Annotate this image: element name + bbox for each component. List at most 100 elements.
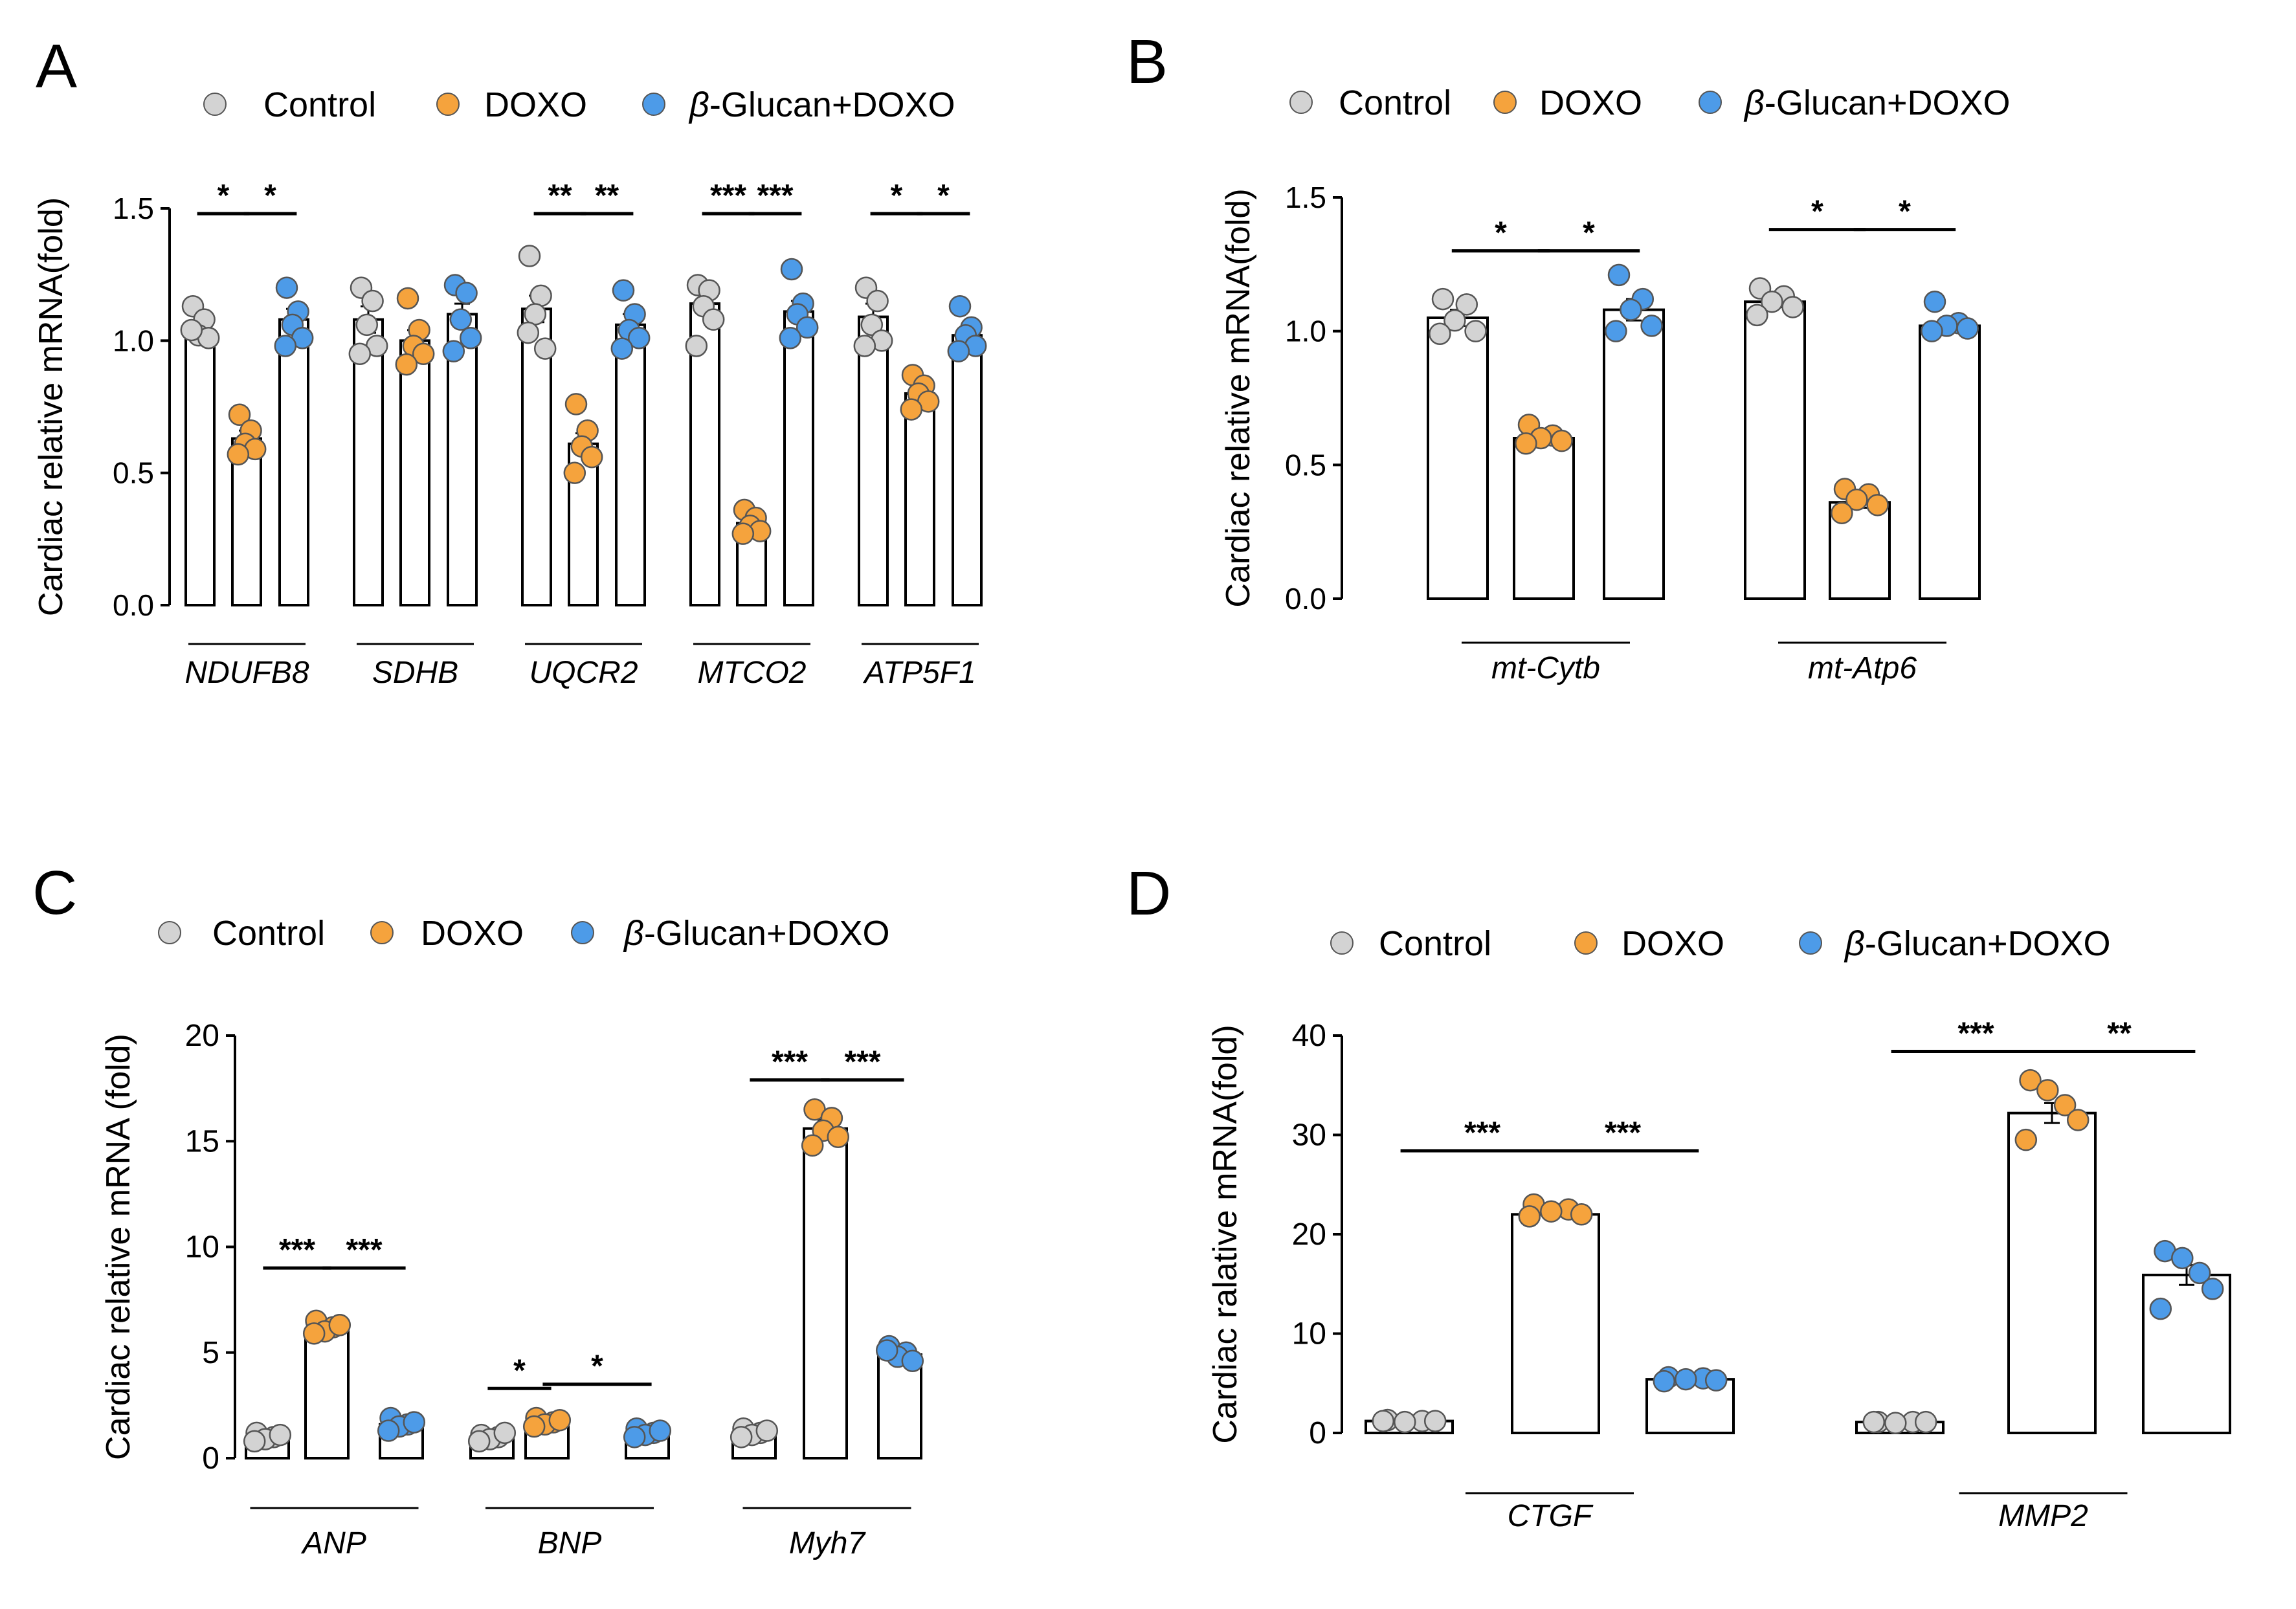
bar-mt-Cytb-1 (1513, 437, 1575, 600)
data-point (449, 308, 473, 331)
data-point (2188, 1261, 2211, 1285)
data-point (1464, 320, 1487, 342)
significance-label: * (1899, 195, 1911, 229)
data-point (2014, 1128, 2038, 1151)
data-point (1761, 290, 1783, 313)
legend-label-rest: -Glucan+DOXO (1765, 83, 2011, 122)
data-point (243, 1430, 266, 1453)
bar-ATP5F1-1 (904, 392, 935, 606)
y-tick-label: 10 (185, 1230, 219, 1265)
data-point (1862, 1410, 1886, 1434)
y-tick-label: 0 (202, 1441, 219, 1476)
chart-panel-B: B Control DOXO β-Glucan+DOXO 0.0 0.5 1.0 1.5 Car… (1126, 27, 2011, 685)
legend-label: DOXO (484, 85, 587, 124)
y-tick-label: 0 (1309, 1416, 1326, 1450)
data-point (2066, 1109, 2090, 1131)
category-label: ANP (300, 1526, 366, 1560)
data-point (875, 1339, 898, 1362)
significance-label: *** (844, 1045, 880, 1080)
bar-ANP-1 (304, 1327, 350, 1459)
data-point (1921, 320, 1943, 342)
data-point (853, 335, 876, 357)
data-point (1781, 296, 1804, 318)
category-label: MMP2 (1998, 1499, 2088, 1533)
data-point (459, 326, 482, 350)
category-label: SDHB (372, 656, 458, 690)
data-point (395, 353, 418, 376)
data-point (1540, 1200, 1563, 1223)
bar-mt-Atp6-0 (1744, 300, 1806, 600)
data-point (623, 1426, 646, 1448)
significance-label: * (1811, 195, 1823, 229)
y-axis-label: Cardiac ralative mRNA(fold) (1207, 1025, 1244, 1443)
bar-ATP5F1-2 (952, 334, 983, 606)
data-point (377, 1419, 400, 1442)
data-point (348, 342, 372, 366)
legend-label: β-Glucan+DOXO (1743, 83, 2011, 122)
data-point (1620, 298, 1642, 321)
y-tick-label: 1.0 (1285, 315, 1326, 348)
bar-UQCR2-2 (615, 323, 646, 606)
category-label: ATP5F1 (862, 656, 976, 690)
significance-label: * (591, 1349, 603, 1384)
data-point (522, 1415, 546, 1438)
data-point (702, 308, 725, 331)
data-point (1923, 290, 1946, 313)
data-point (228, 403, 251, 427)
data-point (1515, 432, 1537, 455)
legend-marker-2 (571, 921, 594, 944)
category-label: UQCR2 (529, 656, 638, 690)
y-axis-label: Cardiac relative mRNA (fold) (100, 1034, 137, 1460)
panel-label: C (32, 858, 77, 927)
legend-label-beta: β (623, 914, 644, 953)
legend-label: β-Glucan+DOXO (1844, 924, 2111, 963)
y-tick-label: 1.5 (1285, 181, 1326, 214)
category-label: NDUFB8 (184, 656, 309, 690)
significance-label: ** (2107, 1017, 2132, 1051)
data-point (612, 279, 635, 302)
legend-label-rest: -Glucan+DOXO (1865, 924, 2111, 963)
y-axis-label: Cardiac relative mRNA(fold) (32, 197, 70, 616)
data-point (361, 289, 384, 313)
data-point (302, 1322, 326, 1345)
data-point (2201, 1278, 2224, 1300)
bar-mt-Atp6-2 (1919, 324, 1981, 600)
y-tick-label: 30 (1292, 1118, 1326, 1153)
data-point (269, 1423, 292, 1447)
data-point (1831, 502, 1853, 524)
data-point (2149, 1297, 2172, 1320)
legend-marker-2 (642, 93, 665, 116)
legend-label-beta: β (1743, 83, 1765, 122)
y-tick-label: 0.0 (113, 588, 154, 622)
category-label: mt-Cytb (1491, 651, 1600, 685)
data-point (901, 1349, 924, 1373)
significance-label: *** (279, 1233, 315, 1267)
data-point (755, 1419, 779, 1442)
significance-label: ** (595, 179, 619, 213)
legend-label: β-Glucan+DOXO (623, 914, 890, 953)
data-point (1884, 1412, 1907, 1434)
data-point (328, 1314, 351, 1337)
y-tick-label: 15 (185, 1124, 219, 1159)
legend-label: Control (1339, 83, 1451, 122)
significance-label: *** (346, 1233, 382, 1267)
legend-label: DOXO (1622, 924, 1724, 963)
data-point (467, 1430, 491, 1453)
data-point (563, 461, 586, 484)
bar-ATP5F1-0 (858, 315, 889, 606)
y-tick-label: 5 (202, 1336, 219, 1370)
data-point (900, 398, 923, 421)
y-tick-label: 1.5 (113, 192, 154, 225)
bar-NDUFB8-0 (184, 328, 216, 606)
data-point (524, 303, 547, 326)
y-tick-label: 20 (1292, 1217, 1326, 1252)
bar-NDUFB8-1 (231, 437, 262, 606)
data-point (627, 326, 651, 350)
legend-marker-2 (1699, 91, 1722, 114)
legend-label-beta: β (688, 85, 709, 124)
data-point (442, 340, 465, 362)
data-point (1423, 1410, 1447, 1432)
category-label: MTCO2 (698, 656, 807, 690)
data-point (1518, 1205, 1541, 1228)
